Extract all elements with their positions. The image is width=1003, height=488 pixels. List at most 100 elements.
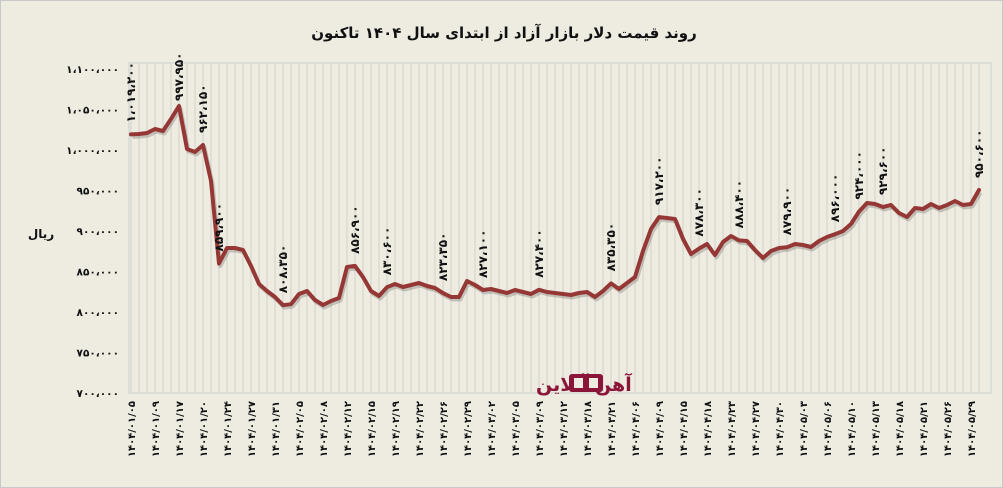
x-tick-label: ۱۴۰۴/۰۱/۲۷ [247,401,258,457]
data-point [354,265,356,267]
data-point [162,130,164,132]
data-point [762,257,764,259]
data-point [538,289,540,291]
data-point [402,286,404,288]
data-point [338,297,340,299]
data-point [906,216,908,218]
data-point [242,249,244,251]
x-tick-label: ۱۴۰۴/۰۳/۱۸ [583,401,594,457]
data-label: ۸۷۹،۹۰۰ [780,187,794,236]
data-point [970,203,972,205]
data-point [618,288,620,290]
data-point [410,284,412,286]
x-tick-label: ۱۴۰۴/۰۴/۱۸ [703,401,714,457]
watermark-logo: آهن آنلاین [536,372,632,396]
data-point [666,217,668,219]
data-label: ۸۵۶،۹۰۰ [348,205,362,254]
data-point [386,286,388,288]
y-tick-label: ۱،۰۵۰،۰۰۰ [66,105,119,117]
data-label: ۹۲۹،۶۰۰ [876,147,890,196]
x-tick-label: ۱۴۰۴/۰۵/۲۶ [943,401,954,457]
data-point [794,243,796,245]
data-label: ۸۸۸،۴۰۰ [732,180,746,229]
data-point [674,218,676,220]
x-tick-label: ۱۴۰۴/۰۲/۰۵ [295,401,306,457]
data-point [562,293,564,295]
data-label: ۸۵۹،۹۰۰ [212,203,226,252]
data-point [842,230,844,232]
data-point [578,292,580,294]
x-tick-label: ۱۴۰۴/۰۴/۱۵ [679,401,690,457]
data-point [362,276,364,278]
x-tick-label: ۱۴۰۴/۰۱/۲۴ [223,401,234,457]
data-point [594,296,596,298]
data-point [154,128,156,130]
data-point [810,246,812,248]
x-tick-label: ۱۴۰۴/۰۳/۱۲ [559,401,570,457]
x-tick-label: ۱۴۰۴/۰۱/۲۰ [199,401,210,457]
data-point [322,304,324,306]
x-tick-label: ۱۴۰۴/۰۱/۰۵ [127,401,138,457]
data-label: ۹۶۲،۱۵۰ [196,84,210,133]
x-tick-label: ۱۴۰۴/۰۴/۲۷ [751,401,762,457]
y-tick-label: ۷۵۰،۰۰۰ [77,348,119,360]
data-point [498,290,500,292]
data-point [826,236,828,238]
y-tick-label: ۹۰۰،۰۰۰ [77,226,119,238]
data-point [482,289,484,291]
data-point [506,292,508,294]
data-point [186,148,188,150]
data-point [218,262,220,264]
x-tick-label: ۱۴۰۴/۰۲/۱۹ [391,401,402,457]
data-point [882,206,884,208]
x-tick-label: ۱۴۰۴/۰۵/۰۶ [823,401,834,457]
y-axis: ۱،۱۰۰،۰۰۰ ۱،۰۵۰،۰۰۰ ۱،۰۰۰،۰۰۰ ۹۵۰،۰۰۰ ۹۰۰،۰۰… [66,64,119,400]
data-point [922,208,924,210]
data-point [370,290,372,292]
data-point [802,244,804,246]
data-point [298,293,300,295]
data-point [290,303,292,305]
data-point [514,289,516,291]
data-label: ۹۲۴،۰۰۰ [852,151,866,200]
data-point [586,291,588,293]
data-label: ۸۳۵،۳۵۰ [604,223,618,272]
data-point [138,133,140,135]
x-tick-label: ۱۴۰۴/۰۵/۲۹ [967,401,978,457]
data-point [746,240,748,242]
x-tick-label: ۱۴۰۴/۰۳/۰۲ [487,401,498,457]
data-label: ۹۱۷،۲۰۰ [652,157,666,206]
data-point [698,248,700,250]
data-point [378,295,380,297]
data-point [866,202,868,204]
data-point [418,282,420,284]
x-tick-label: ۱۴۰۴/۰۵/۱۳ [871,401,882,457]
data-point [858,211,860,213]
data-point [210,180,212,182]
data-point [818,240,820,242]
data-point [474,284,476,286]
data-point [330,300,332,302]
data-point [914,207,916,209]
chart-title: روند قیمت دلار بازار آزاد از ابتدای سال … [311,24,697,42]
data-point [874,203,876,205]
data-point [850,223,852,225]
data-point [170,118,172,120]
data-point [714,254,716,256]
y-tick-label: ۱،۰۰۰،۰۰۰ [66,145,119,157]
data-point [522,291,524,293]
data-point [546,291,548,293]
data-point [786,246,788,248]
x-tick-label: ۱۴۰۴/۰۴/۰۶ [631,401,642,457]
data-point [834,233,836,235]
data-point [258,283,260,285]
logo-icon [569,374,603,392]
data-point [602,290,604,292]
x-tick-label: ۱۴۰۴/۰۱/۱۷ [175,401,186,457]
data-point [706,243,708,245]
y-tick-label: ۹۵۰،۰۰۰ [77,186,119,198]
x-tick-label: ۱۴۰۴/۰۲/۱۲ [343,401,354,457]
x-tick-label: ۱۴۰۴/۰۵/۲۱ [919,401,930,457]
